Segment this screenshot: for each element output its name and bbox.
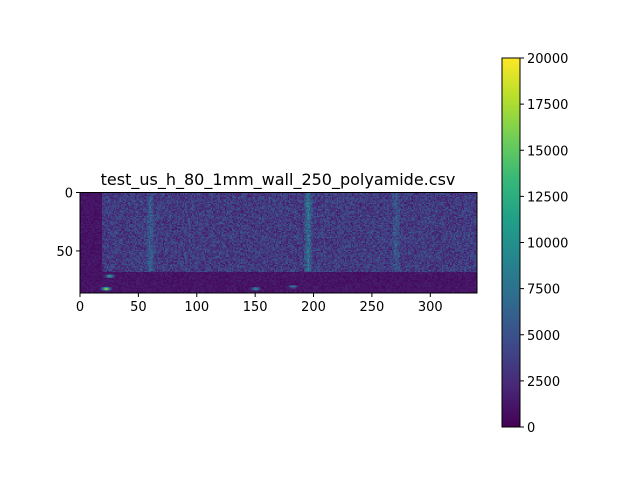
colorbar-tick-label: 7500 [527, 283, 560, 298]
colorbar-tick-label: 17500 [527, 98, 568, 113]
x-axis: 0 50 100 150 200 250 300 [76, 293, 443, 315]
x-tick-label: 0 [76, 300, 84, 315]
colorbar-tick-label: 2500 [527, 375, 560, 390]
colorbar-tick-label: 5000 [527, 329, 560, 344]
x-tick-label: 150 [243, 300, 268, 315]
x-tick-label: 250 [359, 300, 384, 315]
colorbar-axis: 0 2500 5000 7500 10000 12500 15000 17500 20000 [520, 52, 568, 436]
chart-title: test_us_h_80_1mm_wall_250_polyamide.csv [101, 170, 456, 190]
x-tick-label: 200 [301, 300, 326, 315]
colorbar-tick-label: 15000 [527, 144, 568, 159]
plot-frame [79, 192, 478, 294]
y-tick-label: 50 [56, 245, 73, 260]
x-tick-label: 300 [418, 300, 443, 315]
y-axis: 0 50 [56, 187, 80, 260]
y-tick-label: 0 [65, 187, 73, 202]
colorbar-tick-label: 12500 [527, 190, 568, 205]
heatmap-image [80, 192, 477, 293]
heatmap-layer [80, 192, 477, 293]
x-tick-label: 100 [184, 300, 209, 315]
colorbar [501, 57, 521, 428]
colorbar-tick-label: 10000 [527, 237, 568, 252]
colorbar-tick-label: 20000 [527, 52, 568, 67]
colorbar-tick-label: 0 [527, 421, 535, 436]
x-tick-label: 50 [130, 300, 147, 315]
